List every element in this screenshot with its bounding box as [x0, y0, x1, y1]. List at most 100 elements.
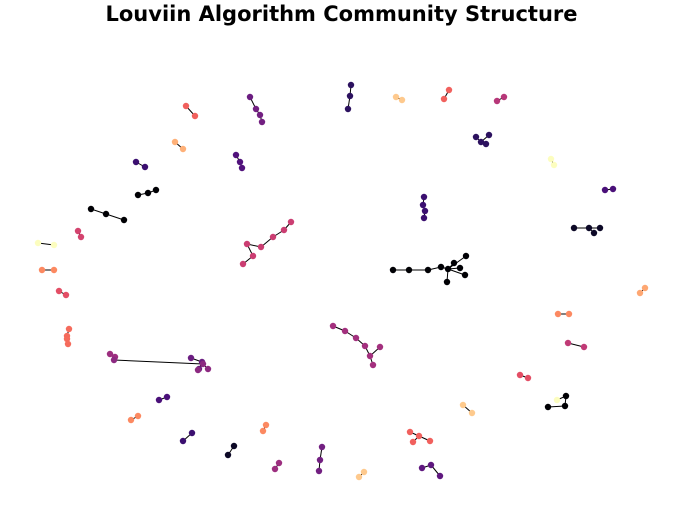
graph-node [243, 240, 251, 248]
graph-node [191, 112, 199, 120]
graph-node [106, 350, 114, 358]
graph-node [179, 145, 187, 153]
graph-node [547, 155, 555, 163]
graph-node [355, 473, 363, 481]
graph-node [127, 416, 135, 424]
graph-node [424, 266, 432, 274]
graph-node [134, 412, 142, 420]
graph-node [564, 339, 572, 347]
graph-node [482, 140, 490, 148]
graph-node [437, 263, 445, 271]
graph-node [204, 365, 212, 373]
graph-node [409, 438, 417, 446]
graph-node [462, 252, 470, 260]
graph-node [224, 451, 232, 459]
graph-node [415, 432, 423, 440]
graph-node [110, 356, 118, 364]
graph-node [102, 210, 110, 218]
graph-node [259, 427, 267, 435]
graph-node [64, 340, 72, 348]
graph-edge [113, 359, 204, 365]
graph-node [472, 133, 480, 141]
graph-node [63, 335, 71, 343]
graph-node [199, 360, 207, 368]
graph-node [392, 93, 400, 101]
graph-node [315, 467, 323, 475]
graph-node [65, 325, 73, 333]
graph-node [144, 189, 152, 197]
graph-node [477, 138, 485, 146]
graph-node [360, 468, 368, 476]
graph-node [554, 310, 562, 318]
graph-node [120, 216, 128, 224]
graph-node [246, 93, 254, 101]
graph-node [524, 374, 532, 382]
graph-node [50, 241, 58, 249]
graph-node [62, 291, 70, 299]
graph-node [182, 102, 190, 110]
graph-node [38, 266, 46, 274]
graph-node [77, 233, 85, 241]
graph-node [341, 327, 349, 335]
graph-node [461, 271, 469, 279]
graph-node [418, 464, 426, 472]
graph-node [398, 96, 406, 104]
graph-node [562, 392, 570, 400]
nodes-layer [34, 81, 649, 481]
graph-node [258, 118, 266, 126]
graph-node [239, 260, 247, 268]
graph-node [361, 342, 369, 350]
graph-node [287, 218, 295, 226]
graph-node [420, 214, 428, 222]
graph-node [194, 366, 202, 374]
graph-node [427, 461, 435, 469]
graph-node [493, 97, 501, 105]
graph-node [405, 266, 413, 274]
graph-node [252, 105, 260, 113]
graph-node [163, 393, 171, 401]
graph-node [132, 158, 140, 166]
graph-node [238, 164, 246, 172]
graph-node [171, 138, 179, 146]
graph-node [34, 239, 42, 247]
graph-node [187, 354, 195, 362]
graph-node [256, 111, 264, 119]
graph-node [179, 437, 187, 445]
graph-node [443, 278, 451, 286]
graph-node [87, 205, 95, 213]
graph-node [55, 287, 63, 295]
graph-node [445, 86, 453, 94]
graph-node [436, 472, 444, 480]
graph-node [601, 186, 609, 194]
graph-title: Louviin Algorithm Community Structure [105, 2, 578, 26]
graph-node [596, 224, 604, 232]
graph-node [459, 401, 467, 409]
graph-node [544, 403, 552, 411]
graph-node [376, 343, 384, 351]
graph-node [565, 310, 573, 318]
graph-node [636, 289, 644, 297]
graph-node [369, 361, 377, 369]
graph-node [352, 334, 360, 342]
graph-node [444, 265, 452, 273]
graph-node [366, 352, 374, 360]
graph-node [346, 92, 354, 100]
graph-node [262, 421, 270, 429]
graph-node [590, 229, 598, 237]
graph-node [553, 396, 561, 404]
graph-node [318, 443, 326, 451]
graph-node [232, 151, 240, 159]
graph-node [485, 131, 493, 139]
graph-node [275, 459, 283, 467]
graph-node [230, 442, 238, 450]
graph-node [456, 264, 464, 272]
graph-node [249, 252, 257, 260]
graph-node [609, 185, 617, 193]
graph-node [440, 95, 448, 103]
graph-node [500, 93, 508, 101]
graph-node [316, 456, 324, 464]
graph-node [269, 233, 277, 241]
graph-node [389, 266, 397, 274]
graph-node [468, 409, 476, 417]
